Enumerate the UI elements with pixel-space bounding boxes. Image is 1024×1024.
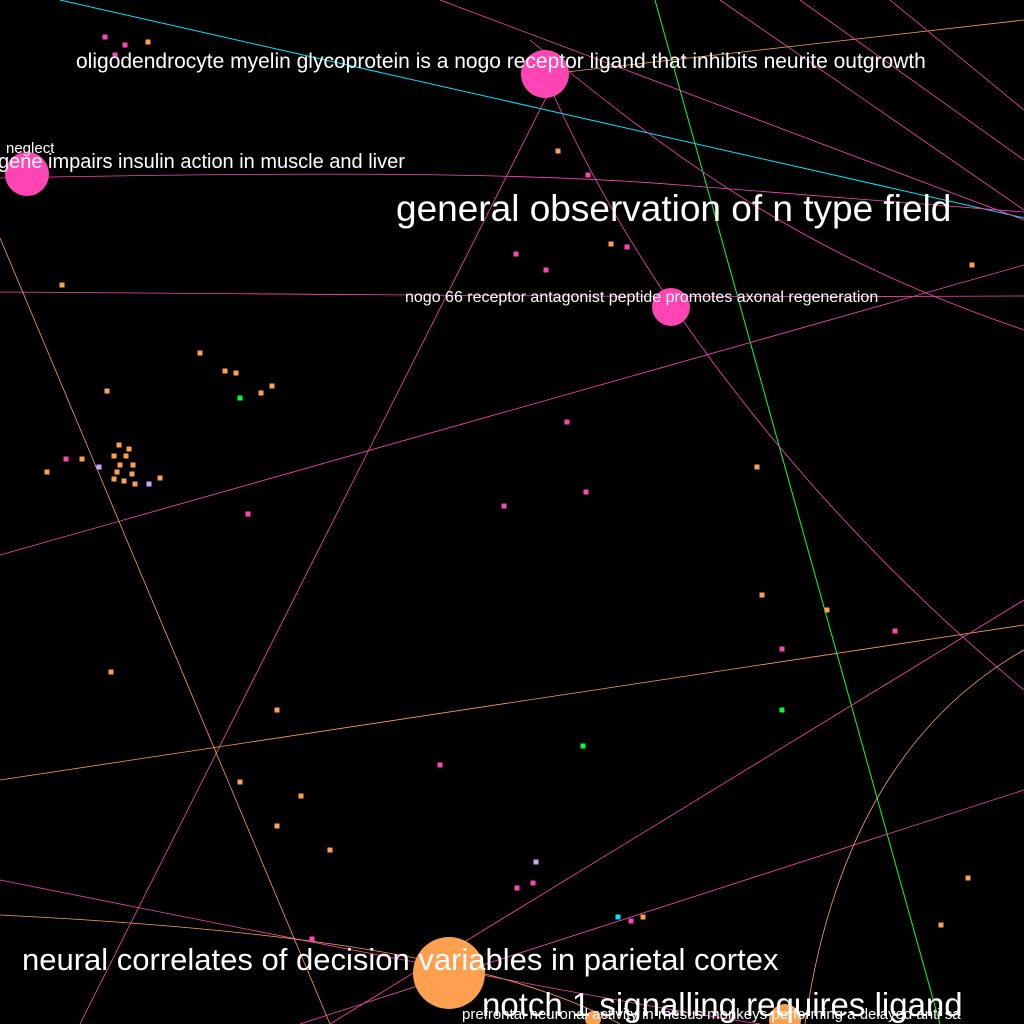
citation-link [59,0,1024,219]
paper-labels: oligodendrocyte myelin glycoprotein is a… [0,50,963,1023]
paper-dot [437,762,443,768]
paper-dots [44,34,975,942]
citation-link [0,264,1024,556]
paper-dot [269,383,275,389]
paper-label-parietal[interactable]: neural correlates of decision variables … [22,942,779,977]
paper-dot [615,914,621,920]
paper-dot [258,390,264,396]
paper-label-notch[interactable]: notch 1 signalling requires ligand [482,986,963,1023]
paper-dot [779,707,785,713]
paper-dot [145,39,151,45]
node-parietal[interactable] [413,937,485,1009]
paper-dot [129,471,135,477]
paper-dot [146,481,152,487]
paper-dot [111,476,117,482]
paper-dot [628,918,634,924]
paper-dot [117,462,123,468]
paper-dot [514,885,520,891]
paper-dot [111,453,117,459]
paper-dot [624,244,630,250]
node-notch[interactable] [769,1004,801,1024]
paper-dot [309,936,315,942]
citation-link [79,69,561,1024]
paper-label-omgp[interactable]: oligodendrocyte myelin glycoprotein is a… [76,50,926,73]
citation-link [0,624,1024,781]
citation-link [439,0,1024,221]
paper-dot [132,481,138,487]
paper-label-nogo66[interactable]: nogo 66 receptor antagonist peptide prom… [405,289,878,306]
citation-link [654,0,941,1024]
paper-dot [965,875,971,881]
paper-dot [754,464,760,470]
paper-dot [197,350,203,356]
paper-dot [130,462,136,468]
paper-label-prefrontal[interactable]: prefrontal neuronal activity in rhesus m… [462,1006,961,1023]
paper-dot [501,503,507,509]
node-nogo66[interactable] [652,288,690,326]
paper-dot [533,859,539,865]
paper-dot [157,475,163,481]
node-insulin[interactable] [5,152,49,196]
paper-dot [123,453,129,459]
paper-dot [274,823,280,829]
paper-dot [298,793,304,799]
paper-dot [96,464,102,470]
paper-dot [222,368,228,374]
citation-link [544,74,1024,691]
paper-dot [102,34,108,40]
citation-link [529,39,1024,331]
paper-dot [108,669,114,675]
paper-dot [938,922,944,928]
paper-dot [112,52,118,58]
paper-dot [237,395,243,401]
paper-dot [114,469,120,475]
paper-dot [824,607,830,613]
citation-link [889,0,1024,111]
paper-dot [237,779,243,785]
paper-nodes[interactable] [5,50,801,1024]
citation-link [804,649,1024,1024]
paper-dot [608,241,614,247]
paper-dot [969,262,975,268]
paper-dot [779,646,785,652]
paper-dot [44,469,50,475]
citation-link [0,291,1024,297]
paper-label-insulin[interactable]: gene impairs insulin action in muscle an… [0,151,405,173]
paper-label-ntype[interactable]: general observation of n type field [396,188,951,229]
citation-link [719,0,1024,211]
paper-dot [583,489,589,495]
paper-dot [759,592,765,598]
paper-dot [79,456,85,462]
paper-dot [564,419,570,425]
paper-dot [121,478,127,484]
citation-link [0,237,331,1024]
paper-dot [233,370,239,376]
paper-dot [327,847,333,853]
paper-dot [104,388,110,394]
paper-dot [530,880,536,886]
paper-dot [585,172,591,178]
paper-dot [116,442,122,448]
paper-dot [513,251,519,257]
paper-dot [59,282,65,288]
paper-dot [543,267,549,273]
paper-label-neglect[interactable]: neglect [6,140,55,157]
citation-link [0,173,1024,213]
paper-dot [892,628,898,634]
paper-dot [640,914,646,920]
paper-dot [555,148,561,154]
node-prefrontal[interactable] [585,1011,601,1024]
paper-dot [126,446,132,452]
citation-link [539,19,1024,76]
paper-dot [274,707,280,713]
citation-link [0,914,621,1024]
node-omgp[interactable] [521,50,569,98]
paper-dot [580,743,586,749]
paper-dot [122,42,128,48]
citation-link [799,0,1024,161]
paper-dot [63,456,69,462]
paper-dot [245,511,251,517]
